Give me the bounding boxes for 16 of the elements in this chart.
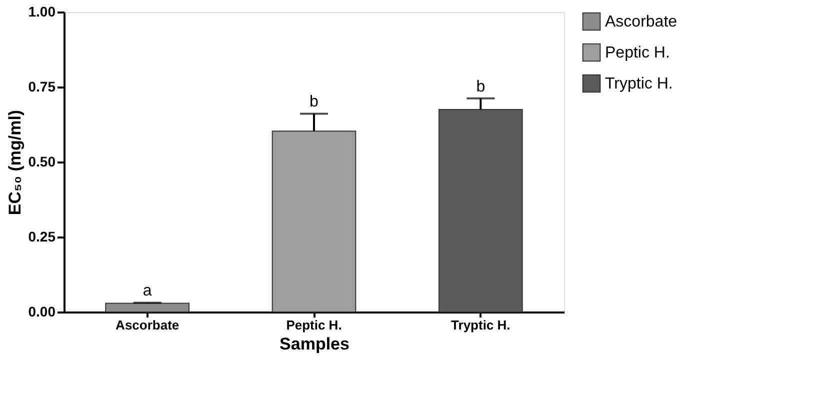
legend-label: Peptic H. — [605, 44, 670, 62]
y-tick-label: 0.00 — [28, 304, 56, 320]
legend-label: Ascorbate — [605, 14, 678, 30]
x-tick-label: Ascorbate — [116, 318, 180, 332]
annotation: b — [476, 78, 486, 96]
x-tick-label: Peptic H. — [286, 318, 342, 332]
x-tick-label: Tryptic H. — [451, 318, 510, 332]
y-tick-label: 1.00 — [28, 4, 56, 20]
x-axis-title: Samples — [280, 334, 350, 354]
y-axis-title: EC₅₀ (mg/ml) — [5, 110, 24, 216]
y-tick-label: 0.25 — [28, 228, 56, 244]
annotation: a — [142, 282, 152, 300]
annotation: b — [310, 94, 319, 111]
y-tick-label: 0.50 — [28, 154, 56, 170]
legend-label: Tryptic H. — [605, 76, 673, 92]
y-tick-label: 0.75 — [28, 78, 56, 94]
